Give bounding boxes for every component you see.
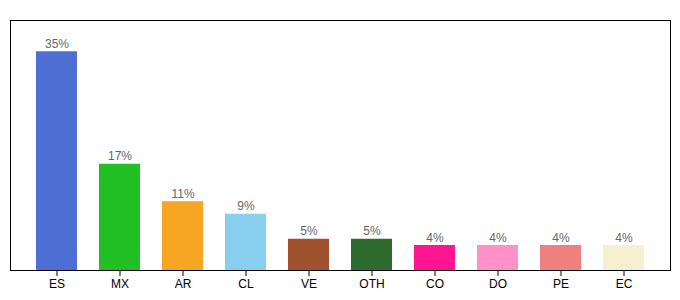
svg-text:DO: DO [489,277,507,291]
svg-text:ES: ES [49,277,65,291]
svg-text:4%: 4% [426,231,444,245]
svg-text:AR: AR [175,277,192,291]
svg-text:4%: 4% [552,231,570,245]
svg-text:9%: 9% [237,199,255,213]
svg-text:PE: PE [553,277,569,291]
svg-text:17%: 17% [108,149,132,163]
svg-text:CL: CL [238,277,254,291]
svg-text:11%: 11% [171,187,194,201]
svg-text:4%: 4% [489,231,507,245]
svg-text:35%: 35% [45,37,69,51]
svg-text:5%: 5% [363,224,381,238]
svg-text:5%: 5% [300,224,318,238]
svg-text:4%: 4% [615,231,633,245]
svg-text:OTH: OTH [359,277,384,291]
svg-text:EC: EC [616,277,633,291]
svg-text:VE: VE [301,277,317,291]
svg-text:CO: CO [426,277,444,291]
svg-text:MX: MX [111,277,129,291]
